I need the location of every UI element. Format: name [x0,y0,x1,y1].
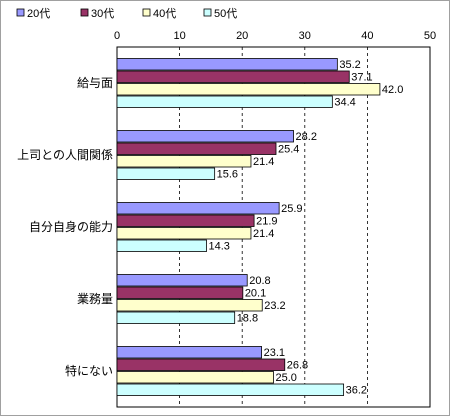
value-label-s3-c2: 14.3 [209,241,230,253]
bar-s2-c1 [116,155,252,168]
bar-s2-c4 [116,371,274,384]
value-label-s0-c1: 28.2 [296,131,317,143]
value-label-s1-c0: 37.1 [351,72,372,84]
value-label-s1-c2: 21.9 [256,216,277,228]
value-label-s3-c0: 34.4 [334,97,355,109]
value-label-s1-c4: 26.8 [287,360,308,372]
category-label-2: 自分自身の能力 [29,219,113,234]
value-label-s2-c1: 21.4 [253,156,274,168]
value-label-s3-c3: 18.8 [237,313,258,325]
x-tick-label-4: 40 [361,30,373,42]
bar-s1-c3 [116,286,244,299]
value-label-s0-c3: 20.8 [249,275,270,287]
value-label-s2-c4: 25.0 [276,372,297,384]
bar-s1-c0 [116,70,350,83]
bar-s1-c1 [116,142,277,155]
bar-s3-c1 [116,167,216,180]
bar-s0-c4 [116,346,263,359]
bar-s0-c3 [116,274,248,287]
bar-s0-c1 [116,130,294,143]
bar-s3-c4 [116,383,345,396]
x-tick-label-1: 10 [173,30,185,42]
value-label-s3-c4: 36.2 [346,385,367,397]
legend-swatch-2 [142,8,151,17]
legend-swatch-0 [16,8,25,17]
value-label-s1-c1: 25.4 [278,144,299,156]
legend-label-2: 40代 [153,7,176,20]
value-label-s2-c2: 21.4 [253,228,274,240]
legend-label-3: 50代 [214,7,237,20]
value-label-s1-c3: 20.1 [245,288,266,300]
legend-swatch-1 [80,8,89,17]
bar-s3-c2 [116,239,207,252]
bar-s1-c2 [116,214,255,227]
bar-s3-c3 [116,311,236,324]
x-tick-label-2: 20 [236,30,248,42]
category-label-3: 業務量 [77,292,113,306]
category-label-4: 特にない [65,363,113,378]
bar-s1-c4 [116,358,286,371]
bar-s2-c0 [116,83,381,96]
value-label-s0-c0: 35.2 [339,59,360,71]
x-tick-label-0: 0 [114,30,120,42]
bar-s0-c2 [116,202,280,215]
category-label-0: 給与面 [77,76,113,90]
value-label-s2-c0: 42.0 [382,84,403,96]
bar-s2-c3 [116,299,263,312]
value-label-s2-c3: 23.2 [264,300,285,312]
category-label-1: 上司との人間関係 [17,148,113,162]
x-tick-label-3: 30 [299,30,311,42]
value-label-s0-c4: 23.1 [264,347,285,359]
bar-s3-c0 [116,95,333,108]
value-label-s0-c2: 25.9 [281,203,302,215]
legend-swatch-3 [203,8,212,17]
value-label-s3-c1: 15.6 [217,169,238,181]
bar-s2-c2 [116,227,252,240]
bar-s0-c0 [116,58,338,71]
legend-label-0: 20代 [27,7,50,20]
plot-area-border [116,46,431,408]
legend-label-1: 30代 [91,7,114,20]
x-tick-label-5: 50 [424,30,436,42]
